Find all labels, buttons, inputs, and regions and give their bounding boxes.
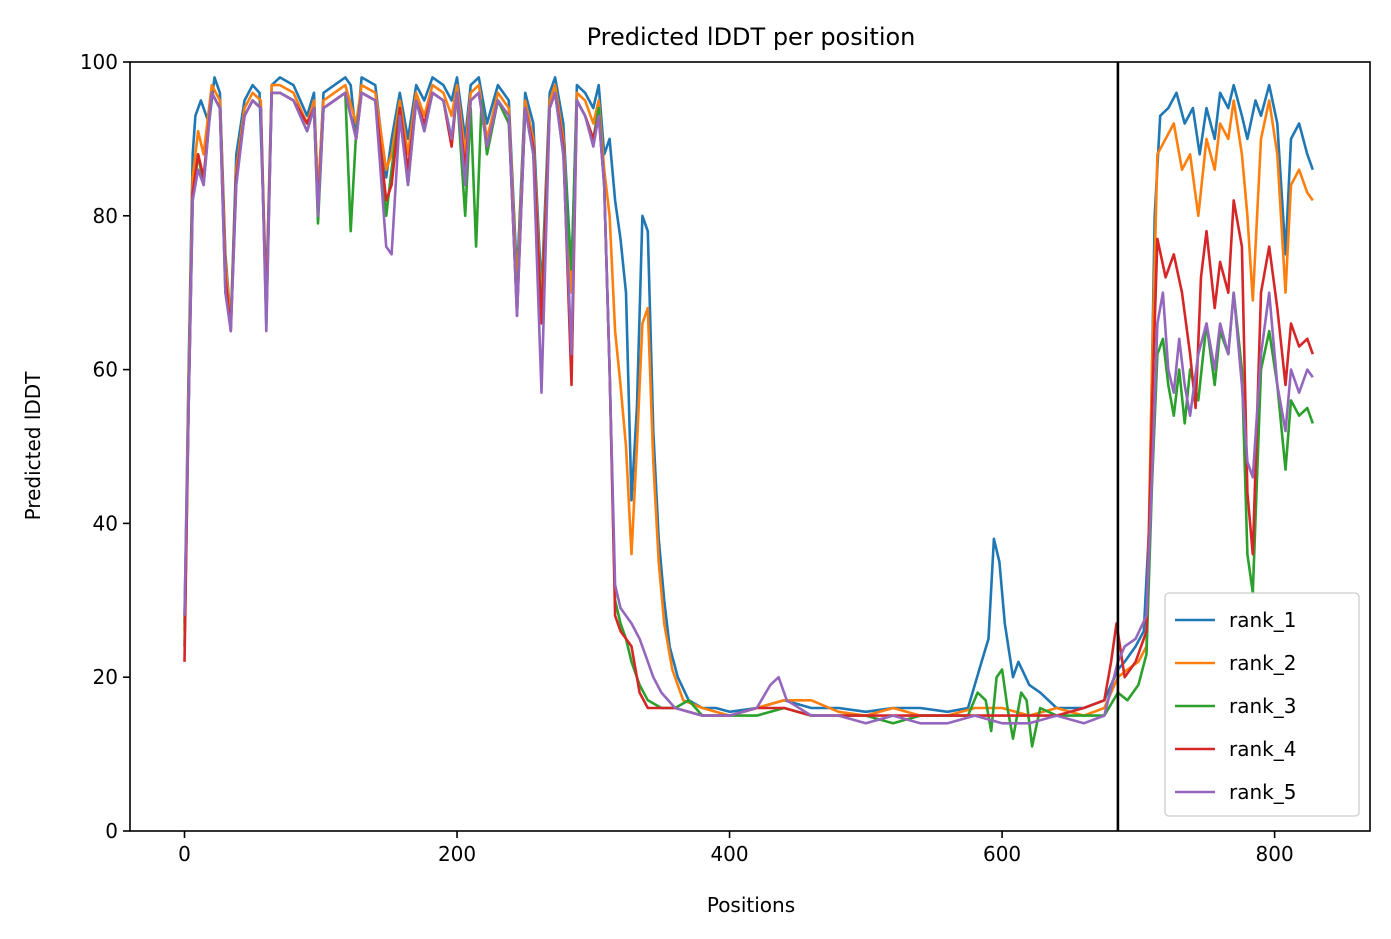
x-tick-label: 800 bbox=[1256, 842, 1294, 866]
legend-label-rank_4: rank_4 bbox=[1229, 737, 1296, 761]
y-tick-label: 40 bbox=[93, 511, 118, 535]
legend-label-rank_3: rank_3 bbox=[1229, 694, 1296, 718]
legend: rank_1 rank_2 rank_3 rank_4 rank_5 bbox=[1164, 592, 1360, 817]
x-tick-label: 600 bbox=[983, 842, 1021, 866]
x-tick-label: 400 bbox=[710, 842, 748, 866]
x-tick-label: 200 bbox=[438, 842, 476, 866]
y-tick-label: 0 bbox=[105, 819, 118, 843]
plot-area bbox=[183, 62, 1315, 831]
y-axis-label: Predicted lDDT bbox=[21, 371, 45, 521]
series-line-rank_5 bbox=[183, 91, 1314, 725]
y-tick-label: 80 bbox=[93, 204, 118, 228]
legend-label-rank_5: rank_5 bbox=[1229, 780, 1296, 804]
y-tick-label: 100 bbox=[80, 50, 118, 74]
y-tick-label: 60 bbox=[93, 358, 118, 382]
legend-box bbox=[1164, 592, 1360, 817]
x-axis-label: Positions bbox=[707, 893, 795, 917]
legend-label-rank_2: rank_2 bbox=[1229, 651, 1296, 675]
axes-frame bbox=[129, 61, 1371, 832]
x-tick-label: 0 bbox=[178, 842, 191, 866]
chart-title: Predicted lDDT per position bbox=[587, 23, 916, 51]
legend-label-rank_1: rank_1 bbox=[1229, 608, 1296, 632]
y-tick-label: 20 bbox=[93, 665, 118, 689]
axes: 0 200 400 600 800 0 20 40 60 80 100 bbox=[80, 50, 1371, 866]
